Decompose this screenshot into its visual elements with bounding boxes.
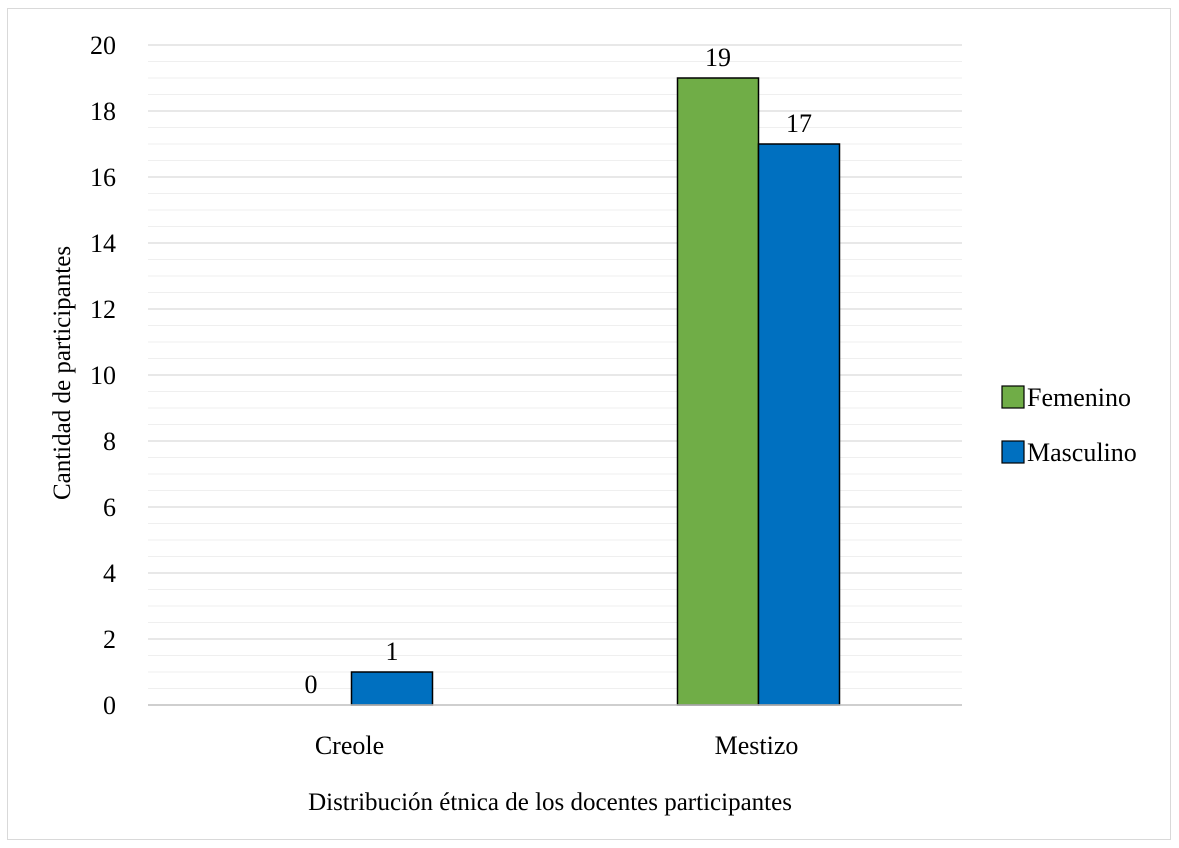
legend: Femenino Masculino [1001,383,1137,467]
bar-masculino-mestizo [757,143,841,706]
y-tick-label: 18 [90,97,116,126]
y-tick-label: 2 [103,625,116,654]
legend-label-femenino: Femenino [1027,383,1131,412]
y-tick-label: 16 [90,163,116,192]
y-tick-label: 8 [103,427,116,456]
bars [350,77,841,706]
data-label: 0 [305,670,318,699]
y-tick-label: 12 [90,295,116,324]
y-axis-title: Cantidad de participantes [49,246,76,500]
y-tick-label: 6 [103,493,116,522]
legend-label-masculino: Masculino [1027,438,1137,467]
x-axis-title: Distribución étnica de los docentes part… [308,789,792,816]
bar-masculino-creole [350,671,434,706]
y-tick-label: 20 [90,31,116,60]
y-tick-label: 14 [90,229,116,258]
y-tick-label: 0 [103,691,116,720]
data-label: 17 [786,109,812,138]
y-tick-label: 4 [103,559,116,588]
legend-swatch-masculino [1001,440,1025,464]
data-labels: 0 1 19 17 [305,43,813,699]
data-label: 19 [705,43,731,72]
data-label: 1 [386,637,399,666]
bar-femenino-mestizo [676,77,760,706]
legend-swatch-femenino [1001,385,1025,409]
y-tick-label: 10 [90,361,116,390]
category-label: Creole [315,731,384,760]
category-labels: Creole Mestizo [315,731,799,760]
category-label: Mestizo [715,731,799,760]
y-tick-labels: 0 2 4 6 8 10 12 14 16 18 20 [90,31,116,720]
